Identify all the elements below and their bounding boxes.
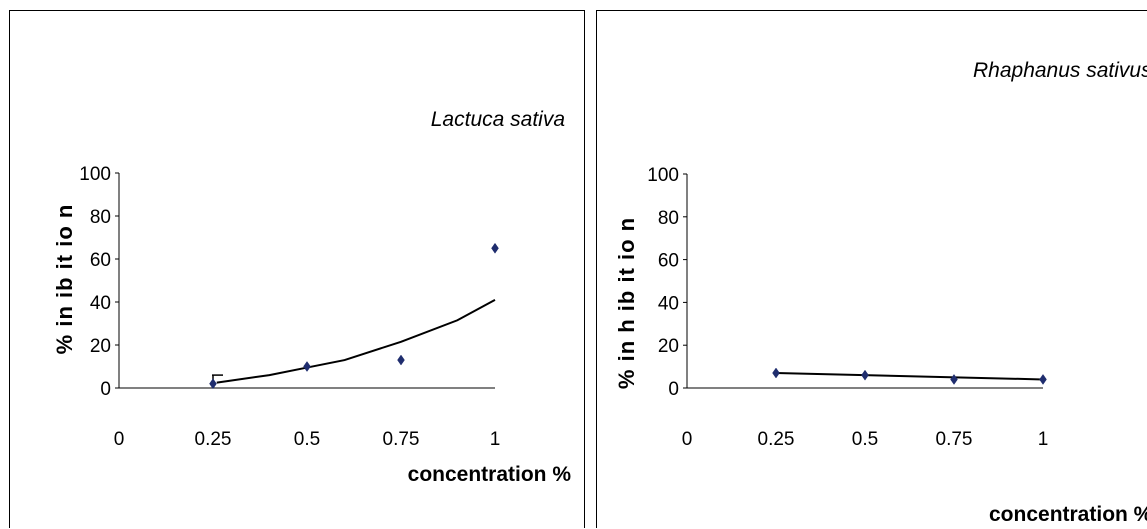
data-point	[303, 361, 311, 372]
data-point	[772, 367, 780, 379]
y-tick-label: 20	[658, 336, 679, 357]
trendline	[216, 298, 496, 384]
x-tick-label: 0.75	[383, 429, 420, 450]
chart-rhaphanus: Rhaphanus sativus concentration % % in h…	[614, 59, 1147, 526]
x-axis-label: concentration %	[408, 463, 572, 486]
y-tick-label: 0	[100, 379, 111, 400]
data-point	[209, 378, 217, 390]
y-tick-label: 0	[668, 379, 679, 400]
chart-title: Rhaphanus sativus	[973, 59, 1147, 82]
chart-panel-rhaphanus: Rhaphanus sativus concentration % % in h…	[596, 10, 1147, 528]
data-point	[1039, 374, 1047, 385]
y-tick-label: 60	[658, 251, 679, 272]
chart-title: Lactuca sativa	[431, 108, 565, 131]
chart-lactuca: Lactuca sativa concentration % % in ib i…	[52, 108, 572, 486]
trendline	[775, 372, 1044, 381]
x-tick-label: 0.75	[936, 429, 973, 450]
chart-panel-lactuca: Lactuca sativa concentration % % in ib i…	[9, 10, 585, 528]
x-tick-label: 1	[1038, 429, 1049, 450]
y-axis-label: % in ib it io n	[52, 204, 77, 355]
data-point	[397, 354, 405, 366]
x-tick-label: 0.25	[758, 429, 795, 450]
data-point	[491, 242, 499, 254]
x-tick-label: 0.5	[852, 429, 878, 450]
y-axis-label: % in h ib it io n	[614, 217, 639, 389]
y-tick-label: 100	[647, 165, 679, 186]
x-tick-label: 0.5	[294, 429, 320, 450]
y-tick-label: 40	[90, 293, 111, 314]
y-tick-label: 100	[79, 164, 111, 185]
plot-area: 0 20 40 60 80 100 0 0.25 0.5 0.75 1	[79, 164, 500, 450]
data-point	[861, 369, 869, 381]
x-tick-label: 0.25	[195, 429, 232, 450]
y-tick-label: 60	[90, 250, 111, 271]
plot-area: 0 20 40 60 80 100 0 0.25 0.5 0.75 1	[647, 165, 1048, 450]
y-tick-label: 40	[658, 293, 679, 314]
y-tick-label: 80	[658, 208, 679, 229]
x-tick-label: 0	[114, 429, 125, 450]
y-tick-label: 20	[90, 336, 111, 357]
y-tick-label: 80	[90, 207, 111, 228]
data-point	[950, 374, 958, 385]
x-tick-label: 1	[490, 429, 501, 450]
x-tick-label: 0	[682, 429, 693, 450]
x-axis-label: concentration %	[989, 503, 1147, 526]
